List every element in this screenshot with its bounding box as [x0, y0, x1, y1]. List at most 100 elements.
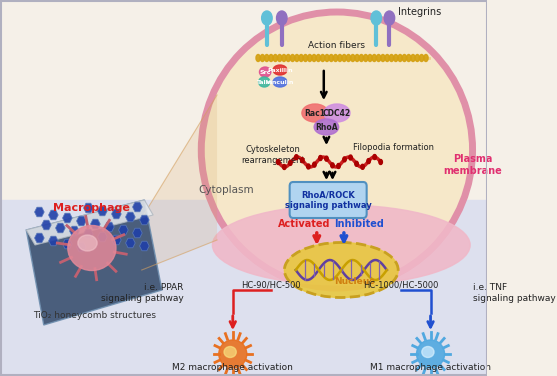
Ellipse shape: [364, 55, 368, 62]
Ellipse shape: [201, 12, 472, 288]
Ellipse shape: [419, 55, 424, 62]
Ellipse shape: [355, 161, 358, 166]
Ellipse shape: [331, 163, 334, 168]
Ellipse shape: [385, 55, 389, 62]
Ellipse shape: [262, 11, 272, 25]
Ellipse shape: [372, 55, 377, 62]
Ellipse shape: [314, 119, 339, 135]
Ellipse shape: [329, 55, 334, 62]
Ellipse shape: [398, 55, 402, 62]
Polygon shape: [26, 200, 162, 325]
Ellipse shape: [307, 164, 310, 169]
Bar: [0, 0, 487, 200]
FancyBboxPatch shape: [290, 182, 367, 218]
Ellipse shape: [303, 55, 307, 62]
Text: TiO₂ honeycomb structures: TiO₂ honeycomb structures: [33, 311, 156, 320]
Ellipse shape: [325, 156, 328, 161]
Ellipse shape: [302, 104, 328, 122]
Ellipse shape: [319, 156, 322, 161]
Ellipse shape: [384, 11, 395, 25]
Text: RhoA: RhoA: [315, 123, 338, 132]
Ellipse shape: [424, 55, 428, 62]
Ellipse shape: [368, 55, 372, 62]
Ellipse shape: [355, 55, 359, 62]
Text: M1 macrophage activation: M1 macrophage activation: [370, 363, 491, 372]
Text: HC-1000/HC-5000: HC-1000/HC-5000: [363, 280, 438, 290]
Text: Nucleus: Nucleus: [334, 277, 375, 287]
Bar: [0, 200, 487, 376]
Text: CDC42: CDC42: [323, 109, 351, 117]
Ellipse shape: [371, 11, 382, 25]
Ellipse shape: [258, 77, 270, 87]
Ellipse shape: [276, 11, 287, 25]
Ellipse shape: [324, 104, 350, 122]
Ellipse shape: [282, 55, 286, 62]
Text: HC-90/HC-500: HC-90/HC-500: [242, 280, 301, 290]
Ellipse shape: [290, 55, 295, 62]
Ellipse shape: [273, 55, 277, 62]
Ellipse shape: [260, 67, 271, 77]
Ellipse shape: [377, 55, 381, 62]
Text: Integrins: Integrins: [398, 7, 441, 17]
Ellipse shape: [394, 55, 398, 62]
Ellipse shape: [68, 226, 116, 270]
Ellipse shape: [78, 235, 97, 251]
Ellipse shape: [367, 159, 370, 164]
Ellipse shape: [295, 155, 298, 160]
Ellipse shape: [350, 55, 355, 62]
Text: Cytoskeleton
rearrangement: Cytoskeleton rearrangement: [241, 145, 305, 165]
Ellipse shape: [361, 164, 364, 169]
Ellipse shape: [417, 340, 444, 368]
Text: RhoA/ROCK
signaling pathway: RhoA/ROCK signaling pathway: [285, 190, 372, 210]
Text: Action fibers: Action fibers: [309, 41, 365, 50]
Ellipse shape: [273, 65, 287, 75]
Ellipse shape: [349, 155, 352, 160]
Ellipse shape: [320, 55, 325, 62]
Ellipse shape: [312, 162, 316, 167]
Ellipse shape: [276, 159, 280, 165]
Ellipse shape: [343, 157, 346, 162]
Ellipse shape: [346, 55, 351, 62]
Text: Rac1: Rac1: [305, 109, 325, 117]
Ellipse shape: [389, 55, 394, 62]
Ellipse shape: [299, 55, 304, 62]
Text: i.e. TNF
signaling pathway: i.e. TNF signaling pathway: [472, 283, 555, 303]
Text: Cytoplasm: Cytoplasm: [198, 185, 253, 195]
Ellipse shape: [286, 55, 290, 62]
Ellipse shape: [285, 243, 398, 297]
Polygon shape: [142, 95, 217, 270]
Ellipse shape: [295, 55, 299, 62]
Ellipse shape: [338, 55, 342, 62]
Ellipse shape: [269, 55, 273, 62]
Text: Paxillin: Paxillin: [267, 68, 293, 73]
Ellipse shape: [379, 159, 383, 165]
Text: Filopodia formation: Filopodia formation: [353, 144, 434, 153]
Text: Macrophage: Macrophage: [53, 203, 130, 213]
Text: Vinculin: Vinculin: [266, 79, 294, 85]
Ellipse shape: [277, 55, 282, 62]
Ellipse shape: [273, 77, 287, 87]
Ellipse shape: [407, 55, 411, 62]
Ellipse shape: [312, 55, 316, 62]
Ellipse shape: [334, 55, 338, 62]
Ellipse shape: [307, 55, 312, 62]
Ellipse shape: [256, 55, 260, 62]
Ellipse shape: [282, 164, 286, 170]
Text: Activated: Activated: [278, 219, 331, 229]
Ellipse shape: [301, 158, 304, 163]
Text: Plasma
membrane: Plasma membrane: [443, 154, 502, 176]
Text: M2 macrophage activation: M2 macrophage activation: [172, 363, 293, 372]
Ellipse shape: [224, 347, 236, 358]
Ellipse shape: [316, 55, 321, 62]
Ellipse shape: [219, 340, 247, 368]
Ellipse shape: [402, 55, 407, 62]
Ellipse shape: [381, 55, 385, 62]
Ellipse shape: [373, 155, 377, 159]
Text: i.e. PPAR
signaling pathway: i.e. PPAR signaling pathway: [101, 283, 184, 303]
Text: Src: Src: [260, 70, 271, 74]
Ellipse shape: [337, 164, 340, 168]
Ellipse shape: [411, 55, 415, 62]
Ellipse shape: [342, 55, 346, 62]
Text: Talin: Talin: [256, 79, 272, 85]
Ellipse shape: [212, 205, 470, 285]
